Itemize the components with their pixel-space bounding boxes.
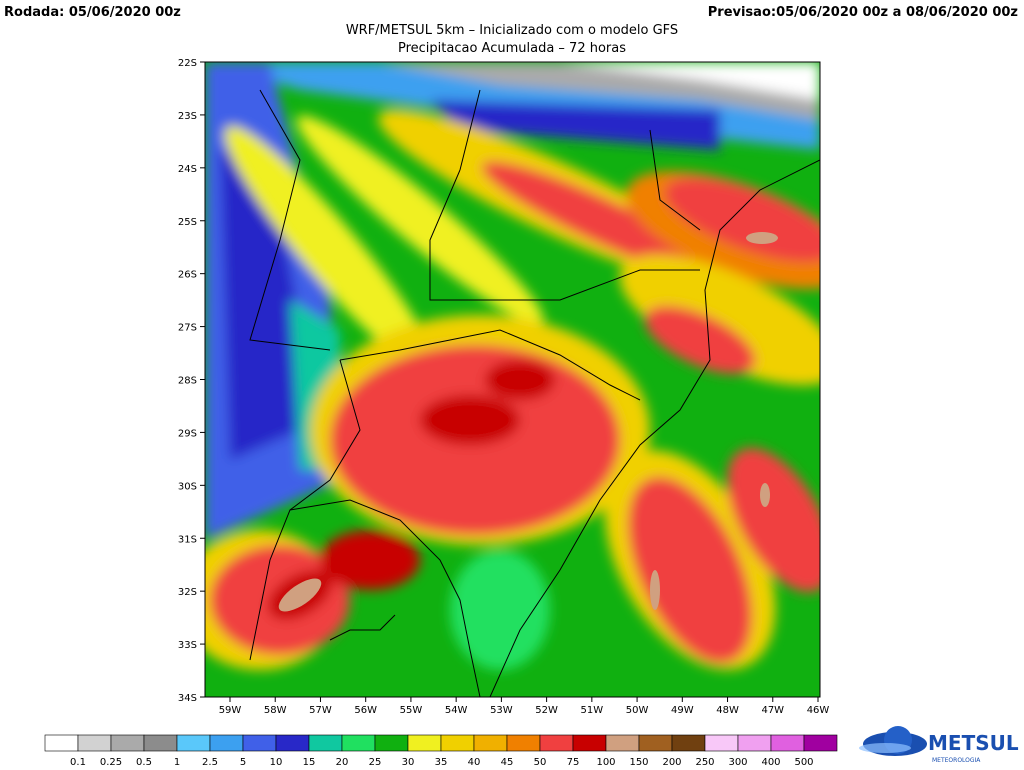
lon-label: 56W [354, 705, 377, 716]
legend-label: 0.1 [70, 757, 86, 768]
lat-label: 34S [178, 693, 197, 704]
legend-label: 5 [240, 757, 246, 768]
legend-swatch [638, 734, 673, 752]
legend-label: 10 [270, 757, 283, 768]
legend-label: 100 [596, 757, 615, 768]
legend-label: 30 [402, 757, 415, 768]
legend-label: 300 [728, 757, 747, 768]
legend-label: 35 [435, 757, 448, 768]
forecast-label: Previsao:05/06/2020 00z a 08/06/2020 00z [708, 5, 1018, 20]
lat-label: 24S [178, 164, 197, 175]
legend-swatch [275, 734, 310, 752]
legend-label: 25 [369, 757, 382, 768]
legend-swatch [605, 734, 640, 752]
lon-label: 57W [309, 705, 332, 716]
lon-label: 48W [716, 705, 739, 716]
legend-swatch [803, 734, 838, 752]
logo-name: METSUL [928, 731, 1019, 755]
legend-swatch [737, 734, 772, 752]
legend-label: 500 [794, 757, 813, 768]
legend-swatch [374, 734, 409, 752]
legend-label: 15 [303, 757, 316, 768]
lat-label: 23S [178, 111, 197, 122]
legend-label: 250 [695, 757, 714, 768]
legend: 0.1 0.25 0.5 1 2.5 5 10 15 20 25 30 35 40 45 50 75 100 15… [44, 734, 838, 768]
legend-swatch [473, 734, 508, 752]
legend-swatch [506, 734, 541, 752]
legend-label: 20 [336, 757, 349, 768]
lon-label: 47W [761, 705, 784, 716]
legend-label: 0.25 [100, 757, 122, 768]
lat-label: 32S [178, 587, 197, 598]
lon-label: 50W [626, 705, 649, 716]
legend-label: 40 [468, 757, 481, 768]
legend-swatch [308, 734, 343, 752]
legend-swatch [704, 734, 739, 752]
lat-label: 28S [178, 376, 197, 387]
legend-swatch [341, 734, 376, 752]
legend-swatch [539, 734, 574, 752]
lat-label: 27S [178, 323, 197, 334]
borders [249, 89, 820, 697]
legend-swatch [77, 734, 112, 752]
legend-swatch [407, 734, 442, 752]
logo-tagline: METEOROLOGIA [932, 757, 981, 764]
lat-label: 26S [178, 270, 197, 281]
legend-label: 1 [174, 757, 180, 768]
map-title: WRF/METSUL 5km – Inicializado com o mode… [346, 23, 678, 38]
legend-label: 150 [629, 757, 648, 768]
lon-label: 46W [807, 705, 830, 716]
lon-label: 54W [445, 705, 468, 716]
legend-label: 400 [761, 757, 780, 768]
legend-label: 200 [662, 757, 681, 768]
map-subtitle: Precipitacao Acumulada – 72 horas [398, 41, 626, 56]
legend-swatch [671, 734, 706, 752]
legend-label: 0.5 [136, 757, 152, 768]
legend-swatch [440, 734, 475, 752]
lon-label: 51W [581, 705, 604, 716]
lon-label: 52W [535, 705, 558, 716]
lat-label: 29S [178, 428, 197, 439]
lon-label: 58W [264, 705, 287, 716]
legend-label: 45 [501, 757, 514, 768]
lat-label: 22S [178, 58, 197, 69]
precip-field [205, 62, 820, 697]
legend-swatch [176, 734, 211, 752]
legend-swatch [110, 734, 145, 752]
lon-label: 55W [400, 705, 423, 716]
legend-swatch [143, 734, 178, 752]
lat-label: 33S [178, 640, 197, 651]
logo: METSUL METEOROLOGIA [859, 726, 1019, 764]
lon-label: 59W [219, 705, 242, 716]
lon-label: 53W [490, 705, 513, 716]
lat-label: 31S [178, 534, 197, 545]
legend-swatch [770, 734, 805, 752]
lat-label: 30S [178, 481, 197, 492]
lat-label: 25S [178, 217, 197, 228]
legend-swatch [572, 734, 607, 752]
legend-swatch [44, 734, 79, 752]
legend-label: 2.5 [202, 757, 218, 768]
legend-label: 75 [567, 757, 580, 768]
axes: 22S 23S 24S 25S 26S 27S 28S 29S 30S 31S 32S 33S 34S 5… [178, 58, 829, 716]
legend-label: 50 [534, 757, 547, 768]
run-label: Rodada: 05/06/2020 00z [4, 5, 181, 20]
legend-swatch [209, 734, 244, 752]
lon-label: 49W [671, 705, 694, 716]
legend-swatch [242, 734, 277, 752]
